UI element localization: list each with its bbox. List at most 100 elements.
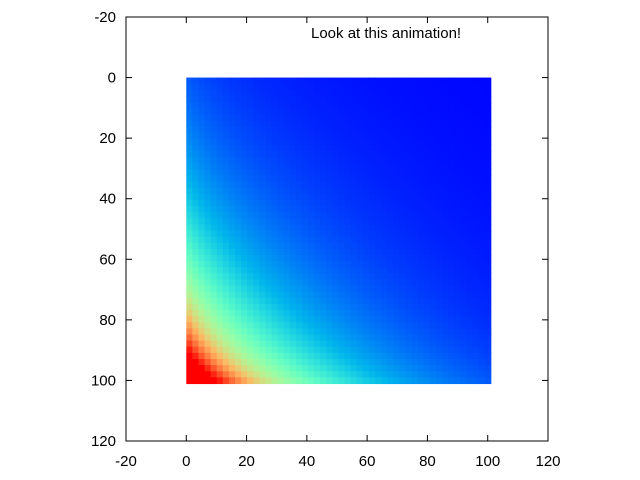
heatmap-cell xyxy=(210,291,218,299)
heatmap-cell xyxy=(204,297,212,305)
heatmap-cell xyxy=(283,83,291,91)
heatmap-cell xyxy=(442,352,449,360)
heatmap-cell xyxy=(301,291,309,299)
heatmap-cell xyxy=(192,236,200,244)
heatmap-cell xyxy=(368,193,376,201)
heatmap-cell xyxy=(435,273,443,281)
heatmap-cell xyxy=(448,83,455,91)
heatmap-cell xyxy=(435,102,443,109)
heatmap-cell xyxy=(405,120,413,128)
heatmap-cell xyxy=(375,187,382,195)
heatmap-cell xyxy=(259,83,267,91)
heatmap-cell xyxy=(320,199,327,207)
heatmap-cell xyxy=(241,358,248,366)
heatmap-cell xyxy=(399,273,407,281)
heatmap-cell xyxy=(235,279,242,287)
heatmap-cell xyxy=(186,193,193,201)
heatmap-cell xyxy=(235,193,242,201)
heatmap-cell xyxy=(222,138,230,146)
heatmap-cell xyxy=(442,212,449,219)
heatmap-cell xyxy=(338,285,346,293)
heatmap-cell xyxy=(186,261,193,268)
heatmap-cell xyxy=(277,310,285,317)
heatmap-cell xyxy=(478,316,486,323)
heatmap-cell xyxy=(350,248,358,256)
heatmap-cell xyxy=(283,377,291,385)
heatmap-cell xyxy=(393,175,400,183)
heatmap-cell xyxy=(350,242,358,250)
heatmap-cell xyxy=(228,248,236,256)
heatmap-cell xyxy=(350,83,358,91)
heatmap-cell xyxy=(186,169,193,177)
heatmap-cell xyxy=(247,334,254,342)
heatmap-cell xyxy=(235,291,242,299)
heatmap-cell xyxy=(283,285,291,293)
heatmap-cell xyxy=(417,199,425,207)
heatmap-cell xyxy=(186,102,193,109)
heatmap-cell xyxy=(344,279,352,287)
heatmap-cell xyxy=(295,150,303,158)
heatmap-cell xyxy=(405,108,413,115)
heatmap-cell xyxy=(216,175,224,183)
heatmap-cell xyxy=(435,303,443,311)
heatmap-cell xyxy=(356,352,364,360)
heatmap-cell xyxy=(472,285,480,293)
heatmap-cell xyxy=(259,132,267,140)
heatmap-cell xyxy=(228,230,236,238)
heatmap-cell xyxy=(222,83,230,91)
heatmap-cell xyxy=(381,181,388,189)
heatmap-cell xyxy=(314,242,321,250)
heatmap-cell xyxy=(204,120,212,128)
heatmap-cell xyxy=(399,322,407,329)
heatmap-cell xyxy=(308,291,315,299)
heatmap-cell xyxy=(259,328,267,336)
heatmap-cell xyxy=(332,89,340,97)
heatmap-cell xyxy=(277,340,285,348)
heatmap-cell xyxy=(448,199,455,207)
heatmap-cell xyxy=(399,316,407,323)
heatmap-cell xyxy=(417,181,425,189)
heatmap-cell xyxy=(448,187,455,195)
heatmap-cell xyxy=(210,218,218,225)
heatmap-cell xyxy=(435,346,443,354)
heatmap-cell xyxy=(210,224,218,232)
heatmap-cell xyxy=(216,358,224,366)
x-tick-label: 40 xyxy=(299,453,316,470)
heatmap-cell xyxy=(411,303,419,311)
heatmap-cell xyxy=(344,358,352,366)
heatmap-cell xyxy=(478,138,486,146)
heatmap-cell xyxy=(399,193,407,201)
heatmap-cell xyxy=(289,254,297,262)
heatmap-cell xyxy=(405,303,413,311)
heatmap-cell xyxy=(186,322,193,329)
heatmap-cell xyxy=(454,291,461,299)
heatmap-cell xyxy=(454,346,461,354)
heatmap-cell xyxy=(241,267,248,274)
heatmap-cell xyxy=(228,346,236,354)
heatmap-cell xyxy=(308,144,315,152)
heatmap-cell xyxy=(253,358,260,366)
heatmap-cell xyxy=(198,242,206,250)
heatmap-cell xyxy=(308,218,315,225)
heatmap-cell xyxy=(387,114,394,121)
heatmap-cell xyxy=(344,352,352,360)
heatmap-cell xyxy=(338,322,346,329)
heatmap-cell xyxy=(204,224,212,232)
heatmap-cell xyxy=(241,126,248,134)
heatmap-cell xyxy=(235,108,242,115)
heatmap-cell xyxy=(228,279,236,287)
heatmap-cell xyxy=(368,108,376,115)
heatmap-cell xyxy=(448,157,455,164)
heatmap-cell xyxy=(283,206,291,213)
heatmap-cell xyxy=(332,83,340,91)
heatmap-cell xyxy=(259,138,267,146)
heatmap-cell xyxy=(356,279,364,287)
heatmap-cell xyxy=(350,199,358,207)
heatmap-cell xyxy=(320,138,327,146)
heatmap-cell xyxy=(405,224,413,232)
heatmap-cell xyxy=(277,267,285,274)
heatmap-cell xyxy=(381,218,388,225)
heatmap-cell xyxy=(295,285,303,293)
heatmap-cell xyxy=(301,132,309,140)
heatmap-cell xyxy=(429,285,437,293)
